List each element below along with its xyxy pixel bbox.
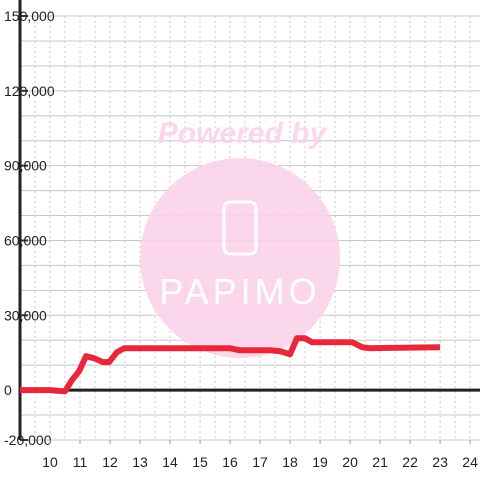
y-tick-label: -20,000: [4, 432, 52, 448]
y-tick-label: 0: [4, 382, 12, 398]
x-tick-label: 14: [162, 454, 178, 470]
watermark: Powered by PAPIMO: [140, 117, 340, 358]
x-tick-label: 11: [73, 454, 88, 470]
line-series: [20, 335, 441, 395]
x-tick-label: 19: [312, 454, 328, 470]
x-tick-label: 18: [282, 454, 298, 470]
y-tick-label: 90,000: [4, 158, 47, 174]
x-tick-label: 24: [462, 454, 478, 470]
y-tick-label: 150,000: [4, 8, 55, 24]
x-tick-label: 21: [372, 454, 388, 470]
x-tick-label: 23: [432, 454, 448, 470]
watermark-circle: [140, 158, 340, 358]
x-tick-label: 20: [342, 454, 358, 470]
y-tick-label: 60,000: [4, 232, 47, 248]
y-tick-label: 120,000: [4, 83, 55, 99]
watermark-bottom: PAPIMO: [159, 271, 320, 312]
x-tick-label: 10: [42, 454, 58, 470]
x-tick-label: 22: [402, 454, 418, 470]
watermark-icon: [222, 200, 258, 256]
x-tick-label: 12: [102, 454, 118, 470]
x-tick-label: 16: [222, 454, 238, 470]
watermark-top: Powered by: [158, 117, 328, 150]
x-tick-label: 17: [252, 454, 268, 470]
x-tick-label: 15: [192, 454, 208, 470]
y-tick-label: 30,000: [4, 307, 47, 323]
x-tick-label: 13: [132, 454, 148, 470]
